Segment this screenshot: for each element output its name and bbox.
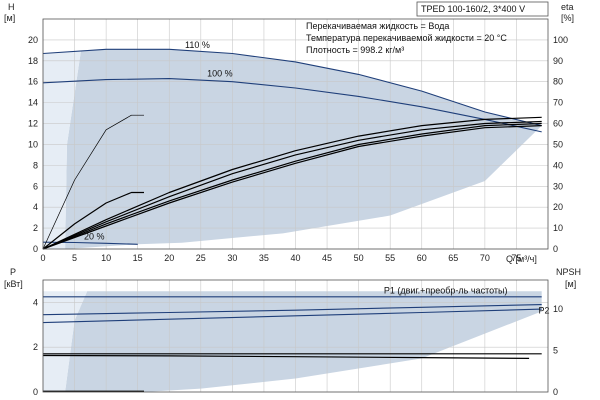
curve-label: P1 (двиг.+преобр-ль частоты) — [384, 285, 508, 295]
info-line-temperature: Температура перекачиваемой жидкости = 20… — [306, 33, 507, 43]
efficiency-curve-7 — [42, 122, 542, 250]
x-tick-label: 50 — [354, 253, 364, 263]
x-tick-label: 70 — [480, 253, 490, 263]
right-tick-label: 50 — [553, 139, 563, 149]
left-tick-label: 0 — [33, 244, 38, 254]
bottom-right-axis-label-1: NPSH — [556, 267, 581, 277]
npsh-curve-4 — [42, 354, 530, 359]
top-right-axis-label-1: eta — [561, 2, 574, 12]
right-tick-label: 100 — [553, 35, 568, 45]
title-box — [416, 1, 549, 17]
left-tick-label: 18 — [28, 56, 38, 66]
x-tick-label: 45 — [322, 253, 332, 263]
curve-label: 110 % — [185, 40, 210, 50]
bottom-right-axis-label-2: [м] — [565, 279, 576, 289]
efficiency-curve-4 — [42, 191, 144, 250]
right-tick-label: 0 — [553, 387, 558, 397]
left-tick-label: 20 — [28, 35, 38, 45]
left-tick-label: 8 — [33, 160, 38, 170]
x-tick-label: 10 — [101, 253, 111, 263]
right-tick-label: 10 — [553, 223, 563, 233]
low-flow-region-area — [43, 51, 81, 250]
title-box-text: TPED 100-160/2, 3*400 V — [421, 4, 525, 14]
right-tick-label: 10 — [553, 304, 563, 314]
left-tick-label: 14 — [28, 98, 38, 108]
bottom-tick-labels: 0 2 4 0 5 10 — [33, 297, 563, 397]
left-tick-label: 2 — [33, 223, 38, 233]
right-tick-label: 40 — [553, 160, 563, 170]
x-tick-label: 65 — [448, 253, 458, 263]
left-tick-label: 10 — [28, 139, 38, 149]
x-tick-label: 40 — [290, 253, 300, 263]
curve-label: 100 % — [207, 69, 233, 79]
left-tick-label: 4 — [33, 297, 38, 307]
x-tick-label: 25 — [196, 253, 206, 263]
info-line-density: Плотность = 998.2 кг/м³ — [306, 45, 404, 55]
curve-label: 20 % — [84, 232, 105, 242]
x-tick-label: 5 — [72, 253, 77, 263]
right-tick-label: 30 — [553, 181, 563, 191]
top-left-axis-label-2: [м] — [4, 13, 15, 23]
right-tick-label: 60 — [553, 119, 563, 129]
x-tick-label: 15 — [133, 253, 143, 263]
power-curve-1 — [42, 304, 542, 316]
x-tick-label: 75 — [511, 253, 521, 263]
curve-label: P2 — [539, 306, 550, 316]
x-tick-label: 0 — [40, 253, 45, 263]
efficiency-curve-6 — [42, 120, 542, 250]
right-tick-label: 0 — [553, 244, 558, 254]
x-tick-label: 35 — [259, 253, 269, 263]
left-tick-label: 4 — [33, 202, 38, 212]
top-tick-labels: 0 2 4 6 8 10 12 14 16 18 20 0 10 20 30 40 50 60 70 80 90 100 0… — [28, 35, 568, 263]
head-curve-0 — [42, 48, 542, 127]
left-tick-label: 12 — [28, 119, 38, 129]
left-tick-label: 16 — [28, 77, 38, 87]
bottom-left-axis-label-1: P — [10, 267, 16, 277]
top-series-group: 110 % 100 % 20 % — [42, 40, 542, 250]
left-tick-label: 6 — [33, 181, 38, 191]
bottom-series-group: P1 (двиг.+преобр-ль частоты) P2 — [42, 285, 550, 392]
x-axis-label: Q [м³/ч] — [506, 254, 537, 264]
efficiency-curve-8 — [42, 125, 542, 250]
bottom-left-axis-label-2: [кВт] — [4, 279, 23, 289]
top-right-axis-label-2: [%] — [561, 13, 574, 23]
efficiency-curve-5 — [42, 116, 542, 250]
right-tick-label: 70 — [553, 98, 563, 108]
operating-region-area — [65, 291, 542, 392]
power-curve-2 — [42, 308, 542, 324]
x-tick-label: 30 — [227, 253, 237, 263]
x-tick-label: 60 — [417, 253, 427, 263]
efficiency-curve-3 — [42, 114, 144, 250]
info-line-fluid: Перекачиваемая жидкость = Вода — [306, 21, 449, 31]
top-grid — [42, 19, 548, 250]
bottom-operating-region — [43, 291, 542, 392]
low-flow-region-area — [43, 291, 88, 392]
top-plot-frame — [42, 18, 549, 250]
left-tick-label: 0 — [33, 387, 38, 397]
left-tick-label: 2 — [33, 342, 38, 352]
right-tick-label: 20 — [553, 202, 563, 212]
bottom-plot-frame — [42, 279, 549, 393]
top-left-axis-label-1: H — [8, 2, 15, 12]
x-tick-label: 55 — [385, 253, 395, 263]
x-tick-label: 20 — [164, 253, 174, 263]
right-tick-label: 80 — [553, 77, 563, 87]
head-curve-1 — [42, 78, 542, 133]
right-tick-label: 90 — [553, 56, 563, 66]
right-tick-label: 5 — [553, 346, 558, 356]
